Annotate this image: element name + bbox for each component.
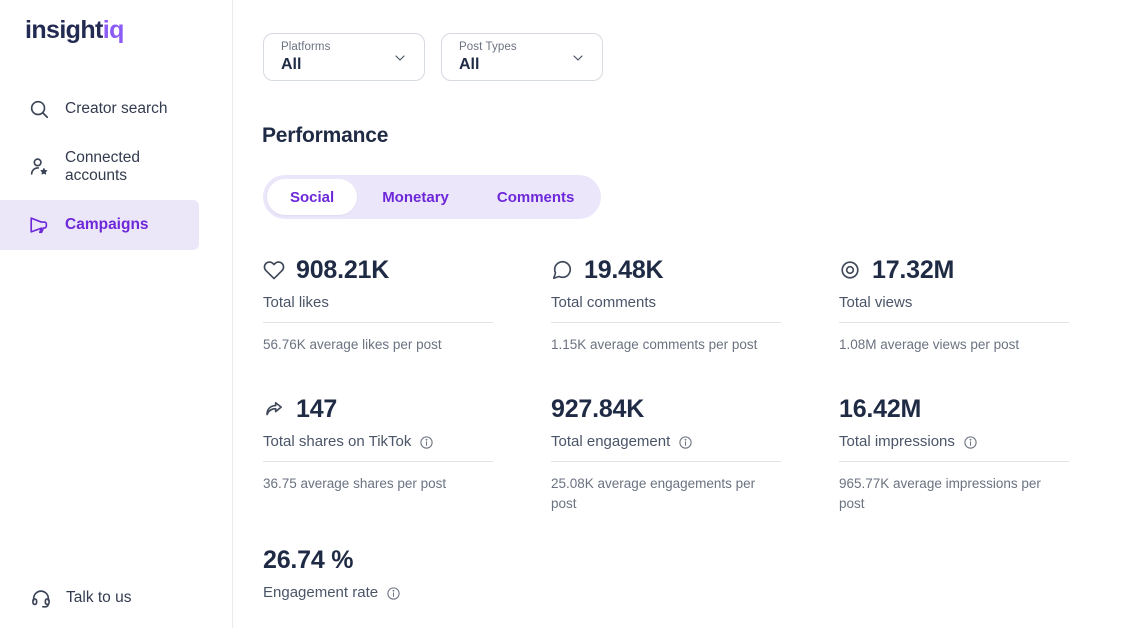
metric-average: 25.08K average engagements per post xyxy=(551,476,756,511)
search-icon xyxy=(28,98,50,120)
metric-value-row: 19.48K xyxy=(551,255,781,285)
brand-logo-primary: insight xyxy=(25,16,103,44)
metric-divider xyxy=(839,322,1069,323)
main-content: Platforms All Post Types All Performance… xyxy=(233,0,1140,628)
metric-divider xyxy=(263,461,493,462)
sidebar-footer-label: Talk to us xyxy=(66,589,132,606)
headset-icon xyxy=(30,587,52,609)
metric-value-row: 147 xyxy=(263,394,493,424)
metric-divider xyxy=(263,322,493,323)
metric-value-row: 16.42M xyxy=(839,394,1069,424)
metric-card-total-shares-on-tiktok: 147 Total shares on TikTok 36.75 average… xyxy=(263,394,493,494)
metric-value: 927.84K xyxy=(551,395,645,423)
sidebar-item-campaigns[interactable]: Campaigns xyxy=(0,200,199,250)
metric-card-total-views: 17.32M Total views 1.08M average views p… xyxy=(839,255,1069,355)
filter-value: All xyxy=(459,56,480,73)
info-icon[interactable] xyxy=(386,586,401,601)
sidebar: insightiq Creator search Connected accou… xyxy=(0,0,233,628)
filter-label: Post Types xyxy=(459,41,517,53)
chevron-down-icon xyxy=(570,50,586,66)
metric-card-total-comments: 19.48K Total comments 1.15K average comm… xyxy=(551,255,781,355)
metric-card-total-likes: 908.21K Total likes 56.76K average likes… xyxy=(263,255,493,355)
metric-label-row: Total engagement xyxy=(551,432,781,452)
info-icon[interactable] xyxy=(678,435,693,450)
tab-comments[interactable]: Comments xyxy=(474,179,598,215)
comment-icon xyxy=(551,259,573,281)
filter-dropdown-post-types[interactable]: Post Types All xyxy=(441,33,603,81)
info-icon[interactable] xyxy=(963,435,978,450)
metric-card-total-engagement: 927.84K Total engagement 25.08K average … xyxy=(551,394,781,513)
metric-label: Total comments xyxy=(551,294,657,311)
performance-tabs: Social Monetary Comments xyxy=(263,175,602,219)
views-icon xyxy=(839,259,861,281)
sidebar-item-connected-accounts[interactable]: Connected accounts xyxy=(0,142,199,192)
page-title: Performance xyxy=(262,124,389,147)
filter-label: Platforms xyxy=(281,41,331,53)
metric-average: 56.76K average likes per post xyxy=(263,337,442,352)
tab-label: Comments xyxy=(496,188,575,206)
metric-card-engagement-rate: 26.74 % Engagement rate xyxy=(263,545,493,603)
metric-label: Total impressions xyxy=(839,433,955,450)
metric-divider xyxy=(839,461,1069,462)
tab-label: Social xyxy=(290,188,335,206)
metric-value: 16.42M xyxy=(839,395,922,423)
metric-value-row: 908.21K xyxy=(263,255,493,285)
share-icon xyxy=(263,398,285,420)
metric-average: 1.15K average comments per post xyxy=(551,337,758,352)
metric-label: Total shares on TikTok xyxy=(263,433,412,450)
metric-value: 17.32M xyxy=(872,256,955,284)
metric-label: Total likes xyxy=(263,294,329,311)
metric-label-row: Engagement rate xyxy=(263,583,493,603)
metric-card-total-impressions: 16.42M Total impressions 965.77K average… xyxy=(839,394,1069,513)
metric-value-row: 17.32M xyxy=(839,255,1069,285)
metric-label-row: Total impressions xyxy=(839,432,1069,452)
metric-value: 19.48K xyxy=(584,256,664,284)
user-star-icon xyxy=(28,156,50,178)
sidebar-item-talk-to-us[interactable]: Talk to us xyxy=(0,573,199,623)
metric-value: 26.74 % xyxy=(263,546,354,574)
metric-value-row: 927.84K xyxy=(551,394,781,424)
tab-label: Monetary xyxy=(382,188,449,206)
sidebar-item-label: Campaigns xyxy=(65,216,149,233)
info-icon[interactable] xyxy=(419,435,434,450)
heart-icon xyxy=(263,259,285,281)
metric-divider xyxy=(551,461,781,462)
metric-label-row: Total views xyxy=(839,293,1069,313)
metric-label-row: Total likes xyxy=(263,293,493,313)
sidebar-item-label: Connected accounts xyxy=(65,149,140,184)
metric-label: Total views xyxy=(839,294,913,311)
sidebar-item-label: Creator search xyxy=(65,100,168,117)
metric-label: Total engagement xyxy=(551,433,671,450)
tab-social[interactable]: Social xyxy=(267,179,358,215)
metric-label-row: Total shares on TikTok xyxy=(263,432,493,452)
metric-label-row: Total comments xyxy=(551,293,781,313)
megaphone-icon xyxy=(28,214,50,236)
tab-monetary[interactable]: Monetary xyxy=(359,179,472,215)
metric-value-row: 26.74 % xyxy=(263,545,493,575)
metric-value: 908.21K xyxy=(296,256,390,284)
brand-logo-accent: iq xyxy=(102,16,125,44)
metric-average: 36.75 average shares per post xyxy=(263,476,447,491)
metric-average: 1.08M average views per post xyxy=(839,337,1020,352)
filter-dropdown-platforms[interactable]: Platforms All xyxy=(263,33,425,81)
filter-value: All xyxy=(281,56,302,73)
sidebar-item-creator-search[interactable]: Creator search xyxy=(0,84,199,134)
metric-average: 965.77K average impressions per post xyxy=(839,476,1041,511)
metric-label: Engagement rate xyxy=(263,584,379,601)
metric-divider xyxy=(551,322,781,323)
metric-value: 147 xyxy=(296,395,338,423)
brand-logo[interactable]: insightiq xyxy=(25,16,124,45)
chevron-down-icon xyxy=(392,50,408,66)
